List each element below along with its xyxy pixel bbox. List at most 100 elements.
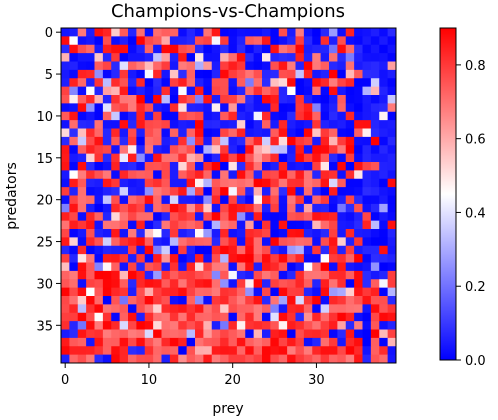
heatmap-cell	[169, 111, 179, 121]
heatmap-cell	[278, 78, 288, 88]
heatmap-cell	[211, 220, 221, 230]
heatmap-cell	[362, 78, 372, 88]
heatmap-cell	[144, 187, 154, 196]
heatmap-cell	[195, 245, 204, 255]
heatmap-cell	[203, 279, 213, 289]
heatmap-cell	[295, 262, 305, 272]
heatmap-cell	[178, 153, 188, 163]
heatmap-cell	[362, 95, 372, 104]
heatmap-cell	[220, 346, 229, 356]
heatmap-cell	[86, 28, 95, 37]
heatmap-cell	[236, 337, 246, 347]
heatmap-cell	[144, 212, 154, 222]
heatmap-cell	[128, 103, 137, 113]
heatmap-cell	[211, 254, 221, 263]
heatmap-cell	[128, 237, 137, 247]
heatmap-cell	[169, 44, 179, 54]
heatmap-cell	[262, 103, 271, 113]
heatmap-cell	[270, 270, 280, 280]
heatmap-cell	[303, 28, 313, 37]
heatmap-cell	[236, 254, 246, 263]
heatmap-cell	[379, 321, 389, 330]
heatmap-cell	[287, 312, 296, 322]
heatmap-cell	[287, 354, 296, 364]
heatmap-cell	[102, 178, 112, 188]
heatmap-cell	[287, 53, 296, 62]
heatmap-cell	[270, 128, 280, 138]
heatmap-cell	[270, 162, 280, 171]
heatmap-cell	[270, 103, 280, 113]
heatmap-cell	[245, 145, 255, 155]
heatmap-cell	[354, 153, 363, 163]
heatmap-cell	[228, 229, 238, 238]
heatmap-cell	[220, 145, 229, 155]
heatmap-cell	[69, 237, 79, 247]
heatmap-cell	[161, 36, 171, 46]
heatmap-cell	[228, 44, 238, 54]
heatmap-cell	[220, 136, 229, 146]
heatmap-cell	[370, 237, 380, 247]
heatmap-cell	[379, 312, 389, 322]
heatmap-cell	[295, 279, 305, 289]
heatmap-cell	[345, 86, 355, 96]
heatmap-cell	[379, 28, 389, 37]
heatmap-cell	[228, 312, 238, 322]
heatmap-cell	[312, 86, 322, 96]
heatmap-cell	[278, 262, 288, 272]
heatmap-cell	[362, 254, 372, 263]
heatmap-cell	[161, 120, 171, 129]
heatmap-cell	[102, 296, 112, 305]
heatmap-cell	[345, 245, 355, 255]
heatmap-cell	[69, 95, 79, 104]
heatmap-cell	[195, 61, 204, 71]
heatmap-cell	[203, 136, 213, 146]
heatmap-cell	[169, 329, 179, 339]
heatmap-cell	[253, 203, 263, 213]
heatmap-cell	[362, 128, 372, 138]
heatmap-cell	[161, 111, 171, 121]
heatmap-cell	[245, 287, 255, 297]
heatmap-cell	[303, 187, 313, 196]
heatmap-cell	[86, 178, 95, 188]
heatmap-cell	[153, 36, 162, 46]
heatmap-cell	[362, 28, 372, 37]
heatmap-cell	[270, 187, 280, 196]
heatmap-cell	[270, 212, 280, 222]
heatmap-cell	[312, 78, 322, 88]
heatmap-cell	[278, 312, 288, 322]
heatmap-cell	[136, 78, 146, 88]
x-tick-label: 30	[308, 373, 325, 388]
heatmap-cell	[211, 178, 221, 188]
heatmap-cell	[270, 262, 280, 272]
heatmap-cell	[86, 69, 95, 79]
heatmap-cell	[153, 279, 162, 289]
heatmap-cell	[69, 61, 79, 71]
heatmap-cell	[320, 270, 330, 280]
heatmap-cell	[245, 329, 255, 339]
heatmap-cell	[144, 203, 154, 213]
heatmap-cell	[245, 128, 255, 138]
heatmap-cell	[144, 78, 154, 88]
heatmap-cell	[211, 36, 221, 46]
heatmap-cell	[337, 170, 347, 180]
heatmap-cell	[320, 296, 330, 305]
y-tick-label: 15	[36, 152, 53, 167]
heatmap-cell	[211, 153, 221, 163]
heatmap-cell	[329, 187, 338, 196]
heatmap-cell	[303, 237, 313, 247]
heatmap-cell	[362, 203, 372, 213]
heatmap-cell	[211, 329, 221, 339]
heatmap-cell	[186, 145, 196, 155]
heatmap-cell	[102, 262, 112, 272]
heatmap-cell	[161, 220, 171, 230]
heatmap-cell	[303, 53, 313, 62]
heatmap-cell	[320, 229, 330, 238]
heatmap-cell	[253, 170, 263, 180]
heatmap-cell	[153, 187, 162, 196]
heatmap-cell	[153, 245, 162, 255]
heatmap-cell	[211, 103, 221, 113]
heatmap-cell	[287, 170, 296, 180]
heatmap-cell	[253, 304, 263, 314]
heatmap-cell	[153, 229, 162, 238]
